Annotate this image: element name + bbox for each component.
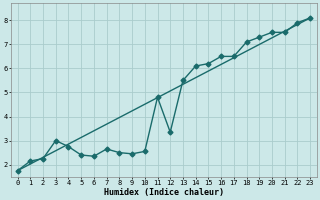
X-axis label: Humidex (Indice chaleur): Humidex (Indice chaleur) xyxy=(104,188,224,197)
